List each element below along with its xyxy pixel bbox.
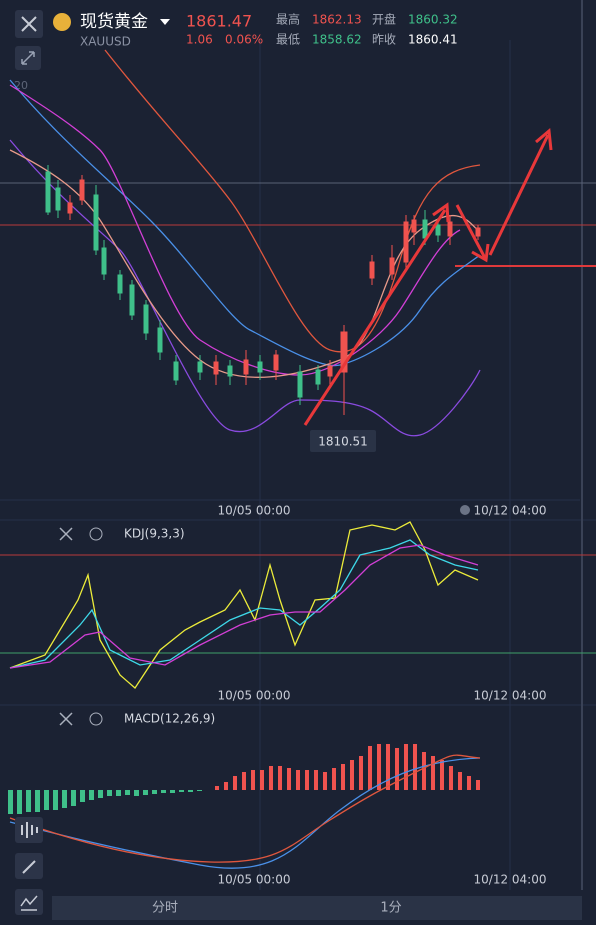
low-marker: 1810.51 (318, 435, 368, 449)
close-panel[interactable] (59, 712, 73, 726)
price: 1861.47 (186, 12, 252, 31)
time-label: 10/12 04:00 (474, 873, 547, 887)
settings-icon[interactable] (89, 527, 103, 541)
time-label: 10/05 00:00 (218, 873, 291, 887)
time-label: 10/12 04:00 (474, 504, 547, 518)
settings-icon[interactable] (89, 712, 103, 726)
change: 1.06 (186, 33, 213, 47)
time-label: 10/12 04:00 (474, 689, 547, 703)
time-handle[interactable] (460, 505, 470, 515)
stat-value: 1860.32 (408, 13, 458, 27)
panel-title: MACD(12,26,9) (124, 712, 215, 726)
expand-icon (21, 51, 35, 65)
axis-label: 20 (14, 79, 28, 92)
stat-value: 1858.62 (312, 33, 362, 47)
tool-buttons[interactable] (15, 817, 43, 915)
close-icon (21, 16, 37, 32)
kdj-lines (9, 521, 479, 689)
macd-lines (9, 754, 481, 869)
time-label: 10/05 00:00 (218, 689, 291, 703)
grid (0, 40, 596, 890)
stat-label: 昨收 (372, 33, 396, 47)
time-label: 10/05 00:00 (218, 504, 291, 518)
tab[interactable]: 分时 (152, 901, 178, 916)
stat-label: 最低 (276, 33, 300, 47)
tab[interactable]: 1分 (380, 901, 401, 916)
dropdown-arrow[interactable] (160, 19, 170, 25)
stat-label: 最高 (276, 12, 300, 27)
tab-bar (52, 896, 582, 920)
stat-label: 开盘 (372, 12, 396, 27)
macd-red-bars (215, 744, 480, 790)
indicator-lines (9, 49, 481, 437)
annotation-arrows (303, 128, 553, 426)
change-pct: 0.06% (225, 33, 263, 47)
low-marker-box (310, 430, 376, 452)
gold-icon (53, 13, 71, 31)
symbol: XAUUSD (80, 35, 131, 49)
close-panel[interactable] (59, 527, 73, 541)
stat-value: 1862.13 (312, 13, 362, 27)
macd-green-bars (8, 790, 202, 814)
candles (45, 165, 481, 415)
panel-title: KDJ(9,3,3) (124, 527, 185, 541)
stat-value: 1860.41 (408, 33, 458, 47)
instrument-name: 现货黄金 (80, 12, 148, 32)
